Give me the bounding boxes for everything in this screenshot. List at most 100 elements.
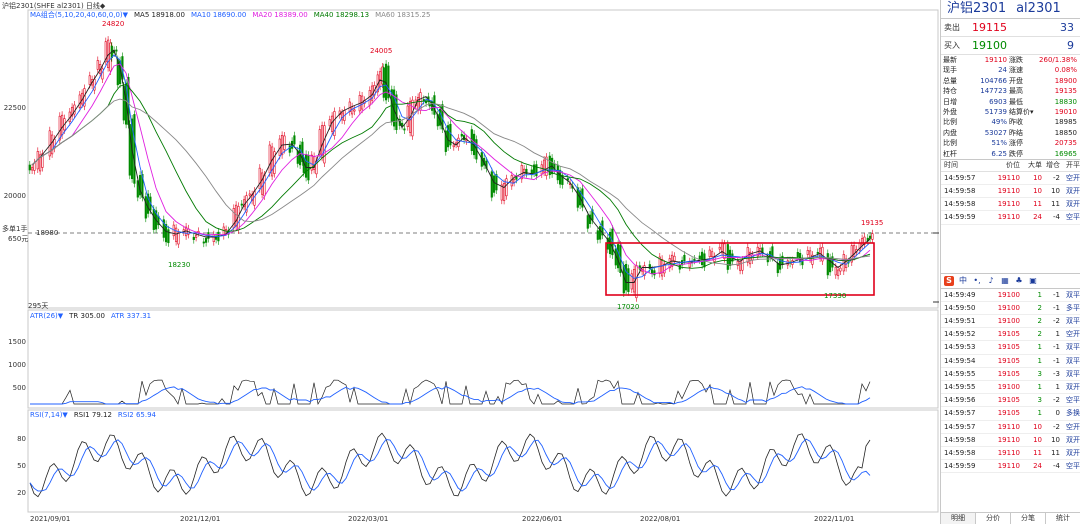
ask-volume: 33: [1060, 21, 1074, 34]
tick-time: 14:59:58: [944, 448, 976, 457]
candle-body: [540, 164, 543, 175]
tick-volume: 1: [1037, 290, 1042, 299]
tick-row[interactable]: 14:59:58 19110 11 11 双开: [941, 447, 1080, 461]
tick-row[interactable]: 14:59:52 19105 2 1 空开: [941, 328, 1080, 342]
ma-value-0: MA5 18918.00: [134, 11, 185, 19]
bid-label: 买入: [944, 41, 960, 50]
tick-row[interactable]: 14:59:49 19100 1 -1 双平: [941, 289, 1080, 302]
field-value-4-1: 6903: [989, 97, 1007, 106]
chart-area[interactable]: 沪铝2301(SHFE al2301) 日线◆ MA组合(5,10,20,40,…: [0, 0, 940, 524]
tick-table[interactable]: 14:59:49 19100 1 -1 双平 14:59:50 19100 2 -1 多平 14:5…: [941, 289, 1080, 474]
tick-row[interactable]: 14:59:59 19110 24 -4 空平: [941, 211, 1080, 225]
tick-row[interactable]: 14:59:56 19105 3 -2 空平: [941, 394, 1080, 408]
sogou-logo-icon[interactable]: S: [944, 275, 954, 286]
atr-legend[interactable]: ATR(26)▼ TR 305.00 ATR 337.31: [30, 312, 157, 320]
skin-icon[interactable]: ♣: [1015, 275, 1023, 285]
tick-row[interactable]: 14:59:57 19105 1 0 多换: [941, 407, 1080, 421]
candle-body: [522, 168, 526, 174]
rsi-legend[interactable]: RSI(7,14)▼ RSI1 79.12 RSI2 65.94: [30, 411, 162, 419]
bid-row[interactable]: 买入 19100 9: [941, 37, 1080, 55]
candle-body: [581, 188, 584, 208]
candle-body: [500, 184, 503, 201]
tick-row[interactable]: 14:59:58 19110 10 10 双开: [941, 185, 1080, 199]
tick-row[interactable]: 14:59:55 19105 3 -3 双平: [941, 368, 1080, 381]
candle-body: [821, 246, 824, 262]
kline-chart-svg[interactable]: [0, 0, 940, 524]
tick-oi-change: -1: [1053, 290, 1060, 299]
tick-row[interactable]: 14:59:57 19110 10 -2 空开: [941, 172, 1080, 186]
bid-volume: 9: [1067, 39, 1074, 52]
tab-3[interactable]: 统计: [1046, 513, 1080, 524]
candle-body: [700, 251, 704, 266]
candle-body: [871, 233, 874, 240]
candle-body: [708, 249, 711, 258]
tick-time: 14:59:58: [944, 200, 976, 209]
ma20-line: [31, 63, 871, 275]
candle-body: [333, 111, 336, 136]
field-key-1-0: 现手: [943, 66, 957, 75]
lang-zh-icon[interactable]: 中: [959, 275, 967, 285]
field-key-3-0: 持仓: [943, 87, 957, 96]
ask-row[interactable]: 卖出 19115 33: [941, 19, 1080, 37]
tick-kind: 双开: [1066, 435, 1080, 444]
keyboard-icon[interactable]: ▦: [1001, 275, 1009, 285]
tick-oi-change: 11: [1051, 200, 1060, 209]
atr-tick-1500: 1500: [8, 338, 26, 346]
tick-volume: 2: [1037, 317, 1042, 326]
tab-1[interactable]: 分价: [976, 513, 1011, 524]
x-tick-0: 2021/09/01: [30, 515, 71, 523]
field-value-8-1: 51%: [991, 139, 1007, 148]
tick-row[interactable]: 14:59:58 19110 11 11 双开: [941, 198, 1080, 212]
field-value-3-3: 19135: [1054, 87, 1077, 96]
candle-body: [248, 193, 251, 196]
tick-price: 19105: [997, 409, 1020, 418]
tick-row[interactable]: 14:59:54 19105 1 -1 双平: [941, 355, 1080, 368]
candle-body: [104, 41, 107, 63]
price-label-low-1: 18230: [168, 261, 191, 269]
field-key-0-0: 最新: [943, 56, 957, 64]
candle-body: [260, 172, 264, 195]
candle-body: [192, 236, 195, 240]
tick-kind: 多换: [1066, 409, 1080, 418]
field-value-4-3: 18830: [1054, 97, 1077, 106]
punctuation-icon[interactable]: •,: [973, 275, 981, 285]
tab-2[interactable]: 分笔: [1011, 513, 1046, 524]
candle-body: [663, 263, 666, 274]
field-key-5-0: 外盘: [943, 107, 957, 116]
atr-panel-frame: [27, 309, 939, 409]
candle-body: [505, 178, 508, 197]
tick-row[interactable]: 14:59:50 19100 2 -1 多平: [941, 302, 1080, 316]
candle-body: [630, 273, 633, 290]
input-toolbar[interactable]: S 中 •, ♪ ▦ ♣ ▣: [941, 272, 1080, 289]
tick-table-top[interactable]: 14:59:57 19110 10 -2 空开 14:59:58 19110 10 10 双开 14…: [941, 172, 1080, 225]
candle-body: [558, 169, 562, 185]
tick-header-1: 价位: [1006, 160, 1020, 169]
tick-kind: 双开: [1066, 382, 1080, 391]
candle-body: [452, 144, 455, 148]
tick-kind: 空平: [1066, 396, 1080, 405]
detail-tabs[interactable]: 明细 分价 分笔 统计: [941, 512, 1080, 524]
tick-row[interactable]: 14:59:55 19100 1 1 双开: [941, 381, 1080, 395]
tab-0[interactable]: 明细: [941, 513, 976, 524]
microphone-icon[interactable]: ♪: [988, 275, 994, 285]
tick-row[interactable]: 14:59:58 19110 10 10 双开: [941, 434, 1080, 447]
toolbox-icon[interactable]: ▣: [1029, 275, 1037, 285]
candle-body: [310, 154, 313, 171]
field-value-6-3: 18985: [1054, 118, 1077, 127]
candle-body: [263, 174, 266, 197]
tick-row[interactable]: 14:59:53 19105 1 -1 双平: [941, 341, 1080, 355]
ma-legend[interactable]: MA组合(5,10,20,40,60,0,0)▼ MA5 18918.00 MA10…: [30, 10, 436, 20]
candle-body: [834, 266, 837, 276]
tick-row[interactable]: 14:59:57 19110 10 -2 空开: [941, 421, 1080, 434]
candle-body: [268, 144, 271, 174]
rsi-tick-80: 80: [17, 435, 26, 443]
candle-body: [460, 133, 463, 137]
candle-body: [116, 59, 119, 86]
tick-row[interactable]: 14:59:59 19110 24 -4 空平: [941, 460, 1080, 474]
ma-value-3: MA40 18298.13: [313, 11, 370, 19]
candle-body: [177, 232, 180, 245]
tick-row[interactable]: 14:59:51 19100 2 -2 双平: [941, 315, 1080, 329]
field-key-2-0: 总量: [943, 76, 957, 85]
tick-time: 14:59:52: [944, 330, 976, 339]
candle-body: [693, 258, 696, 261]
